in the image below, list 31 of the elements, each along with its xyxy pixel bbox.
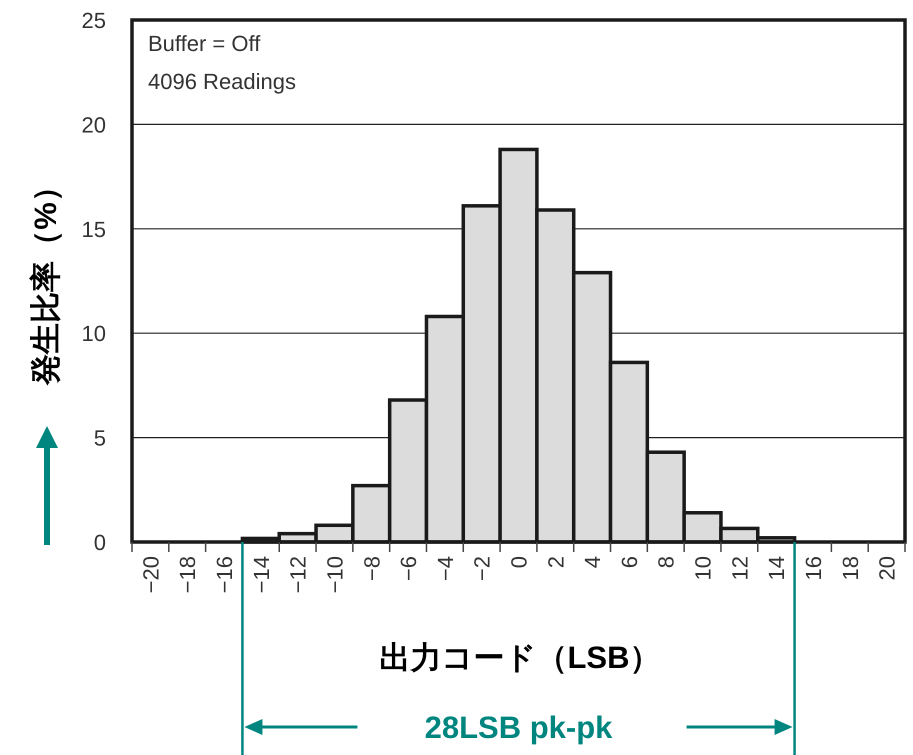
x-tick-label: −14 (248, 556, 274, 594)
y-tick-label: 25 (82, 8, 106, 33)
x-tick-label: −8 (359, 556, 384, 582)
annotation: Buffer = Off (148, 31, 262, 56)
y-tick-label: 10 (82, 321, 106, 346)
x-tick-label: −4 (432, 556, 458, 582)
x-tick-label: 2 (543, 556, 568, 568)
annotation: 4096 Readings (148, 69, 296, 94)
x-tick-label: −12 (286, 556, 311, 594)
x-axis-title: 出力コード（LSB） (380, 640, 660, 675)
x-tick-label: 12 (727, 556, 752, 580)
x-tick-label: −16 (212, 556, 238, 594)
x-tick-label: −6 (396, 556, 422, 582)
x-tick-label: −2 (470, 556, 495, 582)
x-tick-label: 8 (654, 556, 679, 568)
x-tick-label: 18 (838, 556, 863, 580)
y-axis-title: 発生比率（%） (28, 171, 63, 386)
x-tick-label: 14 (764, 556, 790, 580)
text: 28LSB pk-pk (424, 710, 614, 745)
y-tick-label: 5 (94, 426, 106, 451)
x-tick-label: −20 (138, 556, 164, 594)
y-tick-label: 15 (82, 216, 106, 242)
x-tick-label: 16 (800, 556, 826, 580)
x-tick-label: 10 (690, 556, 716, 580)
x-tick-label: 0 (506, 556, 532, 568)
x-tick-label: −10 (322, 556, 348, 594)
y-tick-label: 20 (82, 112, 106, 138)
x-tick-label: 6 (616, 556, 642, 568)
x-tick-label: −18 (175, 556, 200, 594)
x-tick-label: 20 (874, 556, 900, 580)
x-tick-label: 4 (580, 556, 606, 568)
